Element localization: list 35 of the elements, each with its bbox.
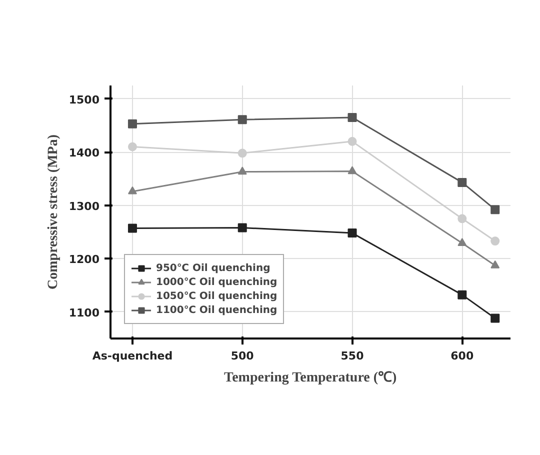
y-axis-title: Compressive stress (MPa) (46, 134, 61, 290)
point (490, 236, 500, 246)
legend-label: 1000℃ Oil quenching (156, 276, 278, 289)
point (458, 178, 467, 187)
point (490, 260, 500, 268)
x-axis-title: Tempering Temperature (℃) (224, 370, 398, 386)
x-tick-label: 600 (450, 350, 474, 362)
legend-label: 1100℃ Oil quenching (156, 304, 278, 317)
point (458, 238, 467, 246)
y-tick-label: 1100 (68, 306, 100, 320)
point (458, 290, 467, 300)
point (128, 142, 137, 152)
point (458, 214, 467, 224)
legend-label: 950℃ Oil quenching (156, 262, 270, 275)
point (490, 314, 500, 323)
point (348, 166, 357, 174)
y-tick-label: 1300 (68, 200, 100, 213)
x-tick-label: 550 (340, 350, 364, 362)
legend-label: 1050℃ Oil quenching (156, 290, 278, 303)
point (348, 136, 357, 146)
point (238, 115, 247, 124)
y-tick-label: 1200 (68, 253, 100, 266)
point (348, 228, 357, 238)
point (490, 205, 500, 214)
x-tick-label: As-quenched (92, 350, 173, 362)
point (238, 166, 247, 175)
x-tick-label: 500 (230, 350, 254, 362)
point (238, 223, 247, 232)
point (238, 148, 247, 158)
point (348, 112, 357, 122)
point (128, 186, 137, 194)
y-tick-label: 1500 (68, 93, 100, 106)
point (128, 224, 137, 233)
y-tick-label: 1400 (68, 146, 100, 160)
point (128, 119, 137, 128)
